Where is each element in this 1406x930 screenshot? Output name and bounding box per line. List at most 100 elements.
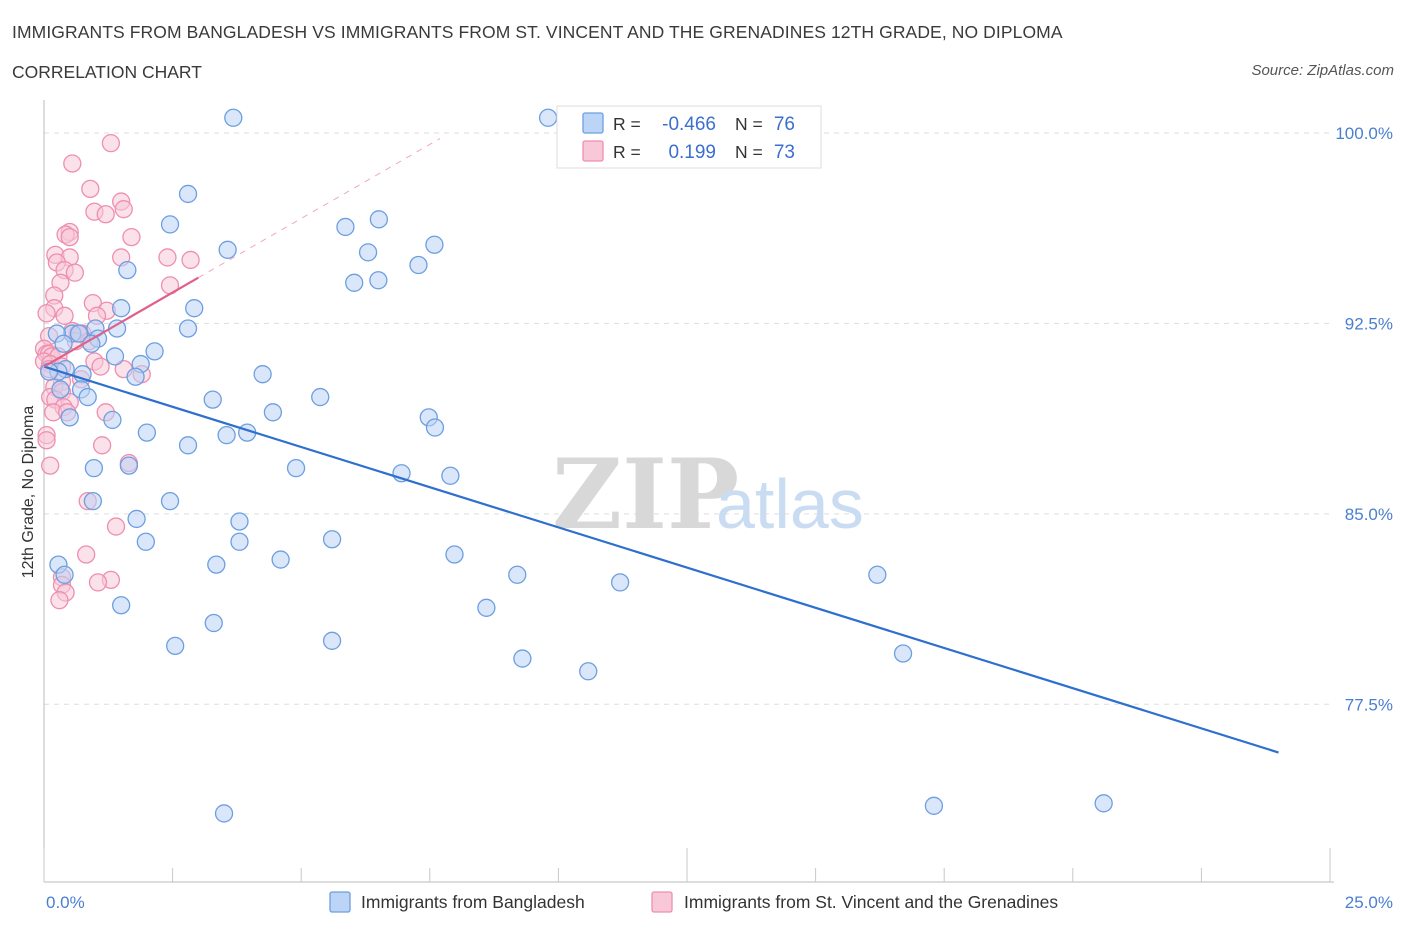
st-vincent-point-19 bbox=[65, 263, 85, 282]
bangladesh-point-39 bbox=[60, 408, 79, 427]
bangladesh-point-59 bbox=[445, 545, 464, 564]
st-vincent-point-72 bbox=[50, 591, 69, 610]
bangladesh-point-57 bbox=[136, 532, 156, 551]
chart-title: IMMIGRANTS FROM BANGLADESH VS IMMIGRANTS… bbox=[12, 22, 1063, 42]
bangladesh-point-9 bbox=[409, 255, 428, 275]
bangladesh-point-22 bbox=[54, 334, 73, 353]
bangladesh-point-65 bbox=[868, 565, 887, 584]
bangladesh-point-31 bbox=[253, 365, 272, 384]
bangladesh-point-40 bbox=[103, 410, 122, 430]
source-credit: Source: ZipAtlas.com bbox=[1251, 62, 1394, 79]
bangladesh-point-46 bbox=[178, 436, 198, 455]
y-tick-label-1: 85.0% bbox=[1345, 505, 1393, 524]
series-legend: Immigrants from Bangladesh Immigrants fr… bbox=[329, 891, 1058, 913]
legend-r-label-1: R = bbox=[613, 114, 641, 134]
st-vincent-point-2 bbox=[81, 179, 100, 199]
bangladesh-point-61 bbox=[207, 555, 226, 574]
y-tick-label-3: 100.0% bbox=[1335, 124, 1393, 143]
st-vincent-point-5 bbox=[114, 200, 133, 219]
st-vincent-point-25 bbox=[37, 304, 56, 323]
grid-lines bbox=[44, 132, 1330, 705]
bangladesh-point-24 bbox=[145, 342, 164, 361]
bangladesh-point-13 bbox=[185, 299, 204, 318]
watermark-atlas: atlas bbox=[716, 465, 864, 543]
bangladesh-point-11 bbox=[369, 271, 388, 290]
watermark: ZIP atlas bbox=[552, 438, 864, 551]
trend-lines bbox=[43, 276, 1279, 754]
legend-n-label-2: N = bbox=[735, 142, 763, 162]
st-vincent-point-1 bbox=[63, 154, 82, 173]
bangladesh-point-73 bbox=[513, 649, 532, 668]
legend-r-value-1: -0.466 bbox=[662, 114, 716, 135]
bangladesh-point-68 bbox=[112, 596, 131, 615]
bangladesh-point-51 bbox=[441, 466, 460, 485]
legend-n-value-1: 76 bbox=[774, 114, 795, 135]
bangladesh-point-2 bbox=[178, 184, 198, 204]
bangladesh-point-58 bbox=[230, 532, 249, 551]
bangladesh-point-67 bbox=[477, 598, 496, 617]
st-vincent-point-9 bbox=[122, 227, 141, 247]
st-vincent-point-70 bbox=[88, 573, 108, 592]
bangladesh-point-54 bbox=[127, 509, 146, 529]
st-vincent-point-63 bbox=[41, 456, 60, 475]
chart-subtitle: CORRELATION CHART bbox=[12, 62, 202, 82]
bangladesh-point-0 bbox=[224, 108, 243, 127]
bangladesh-point-74 bbox=[579, 662, 598, 681]
st-vincent-point-60 bbox=[37, 431, 56, 450]
bangladesh-point-49 bbox=[84, 458, 104, 478]
bangladesh-point-71 bbox=[166, 636, 185, 656]
bangladesh-point-4 bbox=[369, 210, 389, 229]
st-vincent-point-45 bbox=[91, 357, 110, 376]
st-vincent-point-65 bbox=[106, 517, 126, 536]
legend-label-st-vincent: Immigrants from St. Vincent and the Gren… bbox=[684, 892, 1058, 912]
bangladesh-point-5 bbox=[336, 217, 355, 237]
bangladesh-point-53 bbox=[160, 492, 180, 511]
st-vincent-trend-line bbox=[43, 276, 199, 368]
st-vincent-point-66 bbox=[77, 545, 96, 564]
bangladesh-point-43 bbox=[137, 423, 157, 442]
bangladesh-point-66 bbox=[610, 573, 630, 592]
bangladesh-point-47 bbox=[119, 456, 139, 475]
bangladesh-point-32 bbox=[126, 367, 145, 386]
stats-legend: R = -0.466 N = 76 R = 0.199 N = 73 bbox=[556, 105, 822, 169]
st-vincent-point-61 bbox=[92, 436, 112, 455]
bangladesh-point-14 bbox=[112, 299, 131, 318]
bangladesh-point-72 bbox=[893, 644, 913, 663]
legend-r-label-2: R = bbox=[613, 142, 641, 162]
legend-swatch-blue bbox=[582, 112, 604, 134]
x-tick-label-0: 0.0% bbox=[46, 893, 85, 912]
bangladesh-point-10 bbox=[118, 260, 137, 280]
x-tick-labels: 0.0% 25.0% bbox=[46, 893, 1393, 912]
st-vincent-point-6 bbox=[96, 205, 115, 224]
bangladesh-point-55 bbox=[230, 512, 249, 531]
bangladesh-point-42 bbox=[217, 425, 236, 445]
bangladesh-point-1 bbox=[538, 108, 558, 127]
bangladesh-point-38 bbox=[263, 403, 283, 422]
bangladesh-point-12 bbox=[345, 273, 364, 292]
bangladesh-point-77 bbox=[1094, 794, 1113, 813]
st-vincent-point-10 bbox=[60, 227, 79, 247]
y-tick-label-0: 77.5% bbox=[1345, 695, 1393, 714]
bangladesh-point-48 bbox=[286, 458, 306, 478]
y-tick-label-2: 92.5% bbox=[1345, 314, 1393, 333]
bangladesh-point-29 bbox=[39, 362, 59, 381]
legend-n-label-1: N = bbox=[735, 114, 763, 134]
st-vincent-point-26 bbox=[55, 306, 74, 325]
bangladesh-point-25 bbox=[105, 347, 125, 366]
legend-swatch-st-vincent bbox=[651, 891, 673, 913]
st-vincent-point-14 bbox=[181, 250, 200, 270]
bangladesh-point-63 bbox=[55, 565, 74, 584]
bangladesh-point-37 bbox=[78, 387, 97, 407]
y-tick-labels: 77.5% 85.0% 92.5% 100.0% bbox=[1335, 124, 1393, 714]
legend-r-value-2: 0.199 bbox=[668, 142, 716, 163]
y-axis-label: 12th Grade, No Diploma bbox=[20, 406, 37, 579]
bangladesh-point-33 bbox=[311, 387, 330, 407]
st-vincent-point-0 bbox=[101, 134, 121, 153]
bangladesh-point-36 bbox=[51, 380, 70, 399]
legend-swatch-pink bbox=[582, 140, 604, 162]
bangladesh-point-76 bbox=[924, 796, 944, 815]
bangladesh-trend-line bbox=[43, 365, 1279, 754]
bangladesh-point-20 bbox=[69, 324, 89, 343]
series-bangladesh-points bbox=[39, 108, 1113, 823]
